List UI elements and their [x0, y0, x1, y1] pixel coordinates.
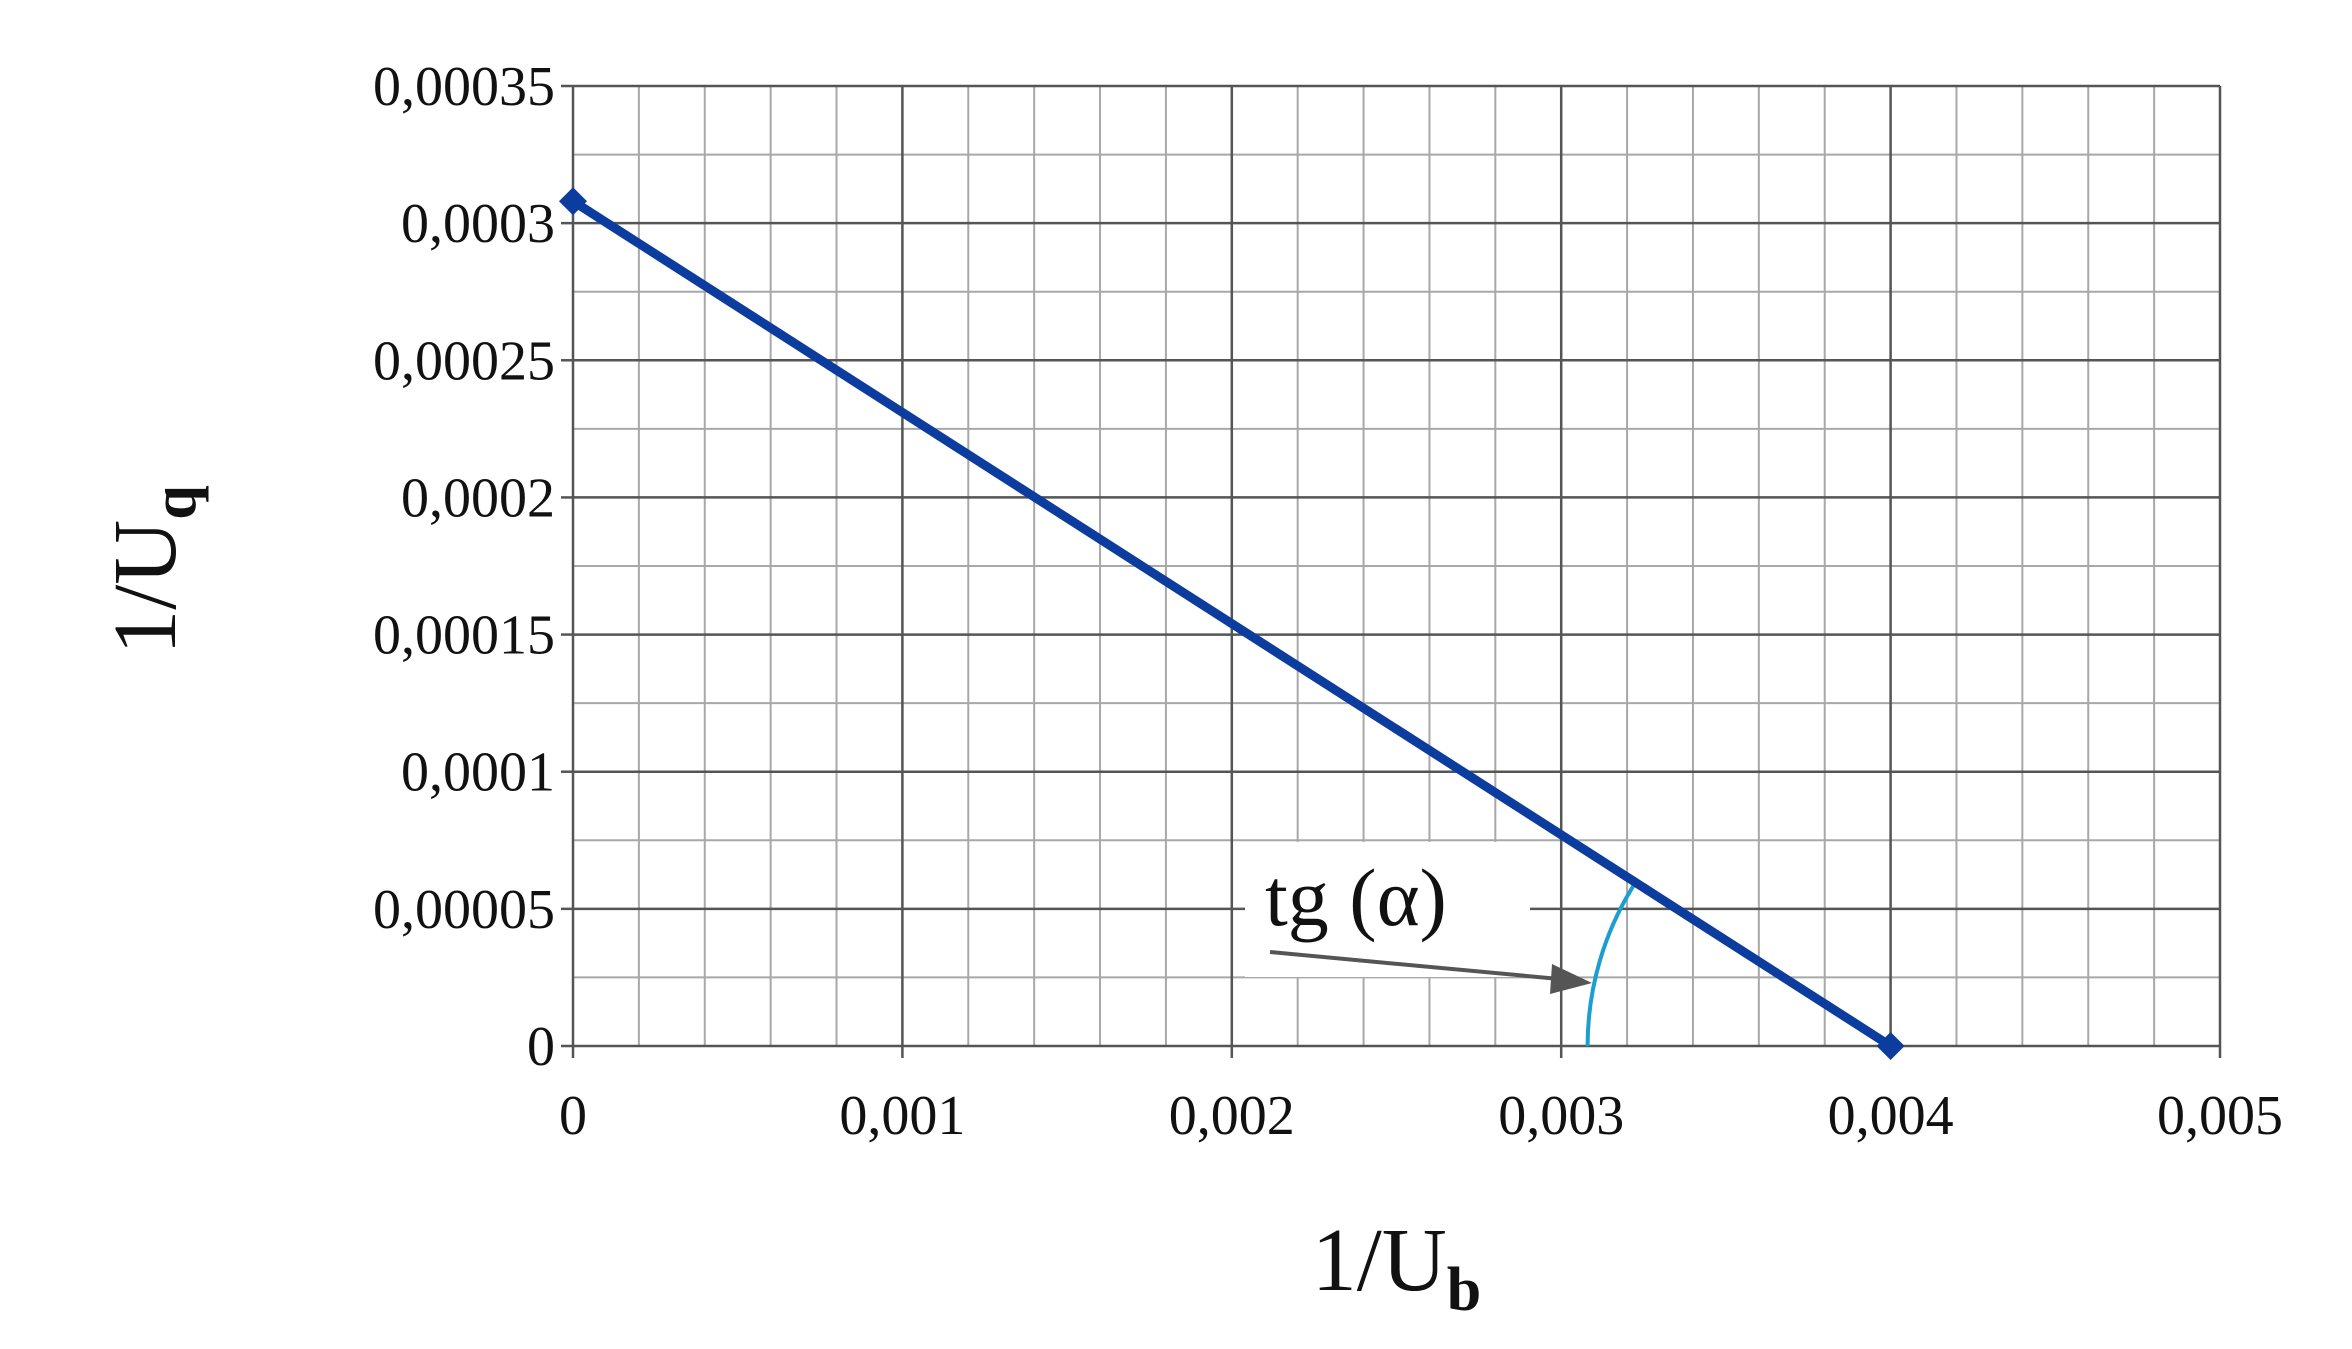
point-marker — [559, 187, 587, 216]
y-tick-label: 0,0003 — [401, 193, 555, 255]
y-tick-label: 0,00015 — [373, 605, 555, 667]
x-axis-title-main: 1/U — [1312, 1211, 1447, 1310]
y-tick-label: 0,00035 — [373, 56, 555, 118]
annotation-arrowhead — [1550, 964, 1592, 994]
series-line — [568, 196, 1896, 1051]
x-tick-label: 0,002 — [1169, 1085, 1295, 1147]
angle-arc — [1585, 881, 1638, 1047]
y-tick-label: 0,00005 — [373, 879, 555, 941]
y-axis-title-sub: q — [141, 485, 209, 519]
y-axis-title-main: 1/U — [96, 520, 195, 655]
y-tick-label: 0 — [527, 1016, 555, 1078]
x-tick-label: 0,005 — [2157, 1085, 2283, 1147]
x-axis-title: 1/Ub — [1312, 1211, 1481, 1324]
y-axis-title: 1/Uq — [96, 485, 209, 654]
x-axis-title-sub: b — [1447, 1256, 1481, 1324]
annotation-label: tg (α) — [1265, 852, 1447, 943]
x-tick-label: 0 — [559, 1085, 587, 1147]
x-tick-label: 0,004 — [1828, 1085, 1954, 1147]
y-tick-label: 0,0001 — [401, 742, 555, 804]
point-marker — [1876, 1032, 1905, 1060]
x-tick-label: 0,003 — [1498, 1085, 1624, 1147]
y-tick-label: 0,0002 — [401, 467, 555, 529]
annotation-arrow — [1269, 950, 1571, 982]
y-tick-label: 0,00025 — [373, 330, 555, 392]
x-tick-label: 0,001 — [839, 1085, 965, 1147]
